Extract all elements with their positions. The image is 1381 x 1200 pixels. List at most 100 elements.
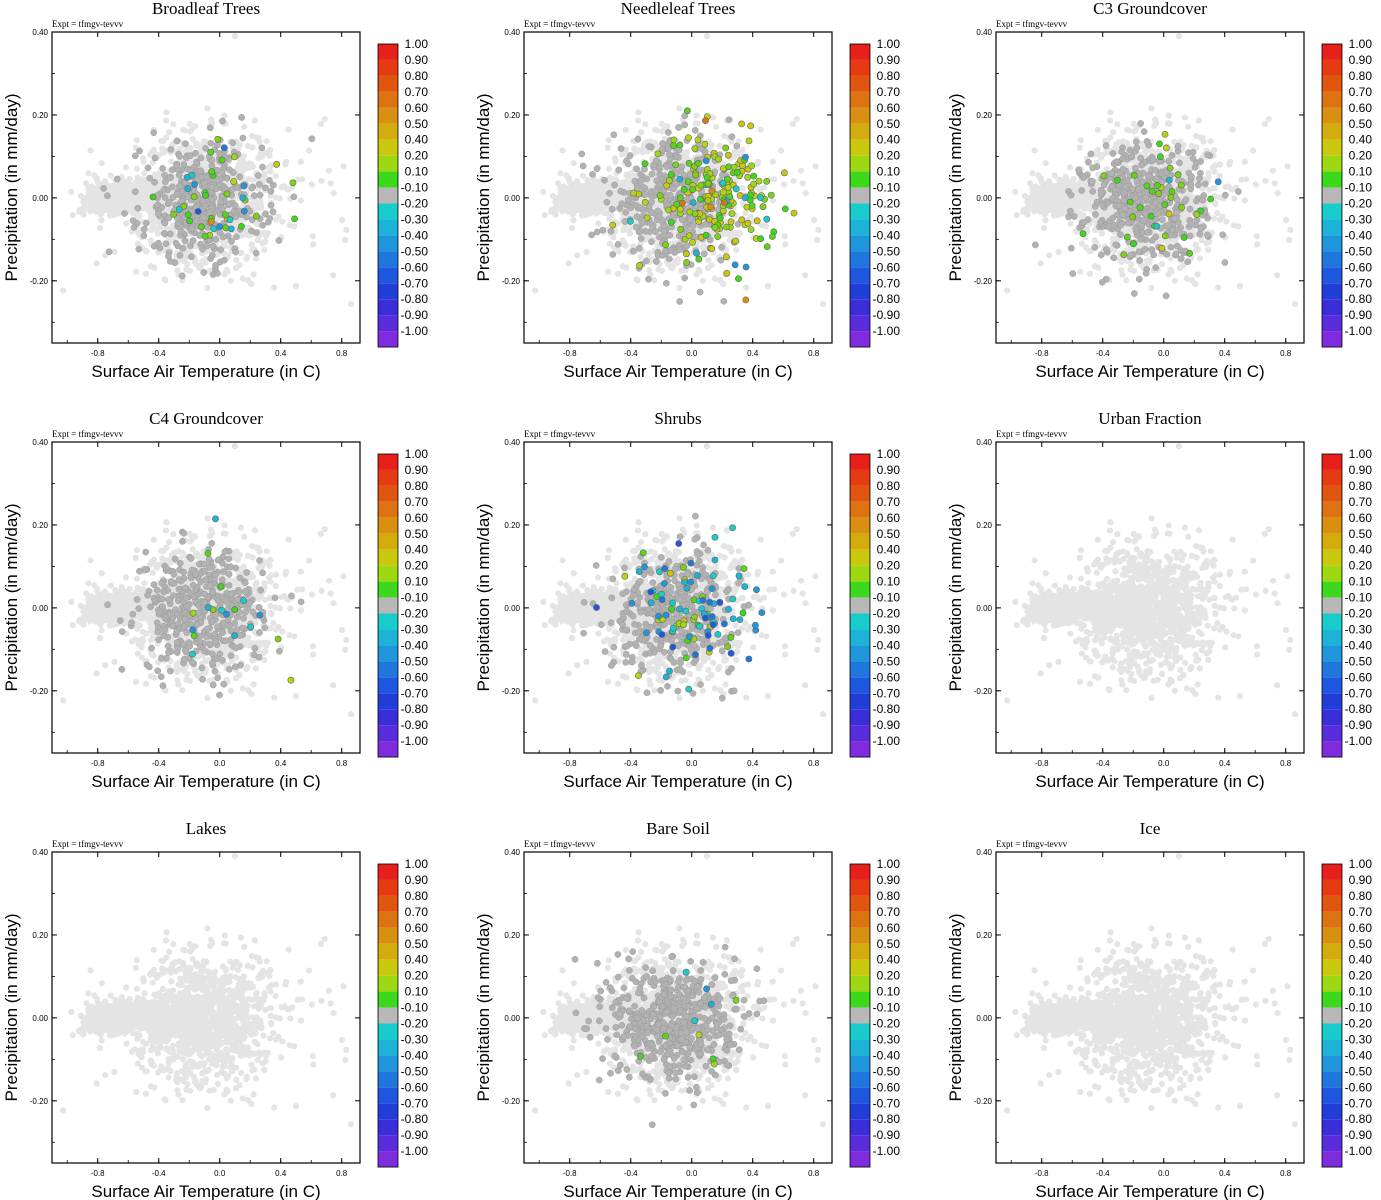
neutral-point xyxy=(675,124,682,131)
neutral-point xyxy=(633,213,641,220)
neutral-point xyxy=(259,221,267,229)
background-point xyxy=(263,138,270,145)
panel-title: Needleleaf Trees xyxy=(621,0,736,18)
neutral-point xyxy=(203,242,211,250)
neutral-point xyxy=(232,213,240,221)
colored-point xyxy=(149,193,157,201)
background-point xyxy=(272,173,279,180)
neutral-point xyxy=(209,242,217,250)
neutral-point xyxy=(228,186,236,193)
background-point xyxy=(548,206,556,213)
neutral-point xyxy=(161,219,169,227)
background-point xyxy=(604,144,611,151)
neutral-point xyxy=(228,237,235,245)
background-point xyxy=(134,240,141,247)
neutral-point xyxy=(626,152,634,160)
neutral-point xyxy=(160,186,168,194)
background-point xyxy=(605,165,612,172)
background-point xyxy=(814,236,821,243)
background-point xyxy=(93,260,100,267)
background-point xyxy=(604,210,612,217)
x-tick-label: 0.4 xyxy=(275,349,287,358)
background-point xyxy=(133,165,140,172)
colorbar-label: -0.30 xyxy=(401,212,429,226)
neutral-point xyxy=(113,175,121,183)
background-point xyxy=(245,175,252,183)
colored-point xyxy=(208,168,215,176)
colorbar-label: 0.40 xyxy=(405,133,429,147)
background-point xyxy=(85,170,92,177)
neutral-point xyxy=(129,217,137,224)
neutral-point xyxy=(662,247,669,255)
neutral-point xyxy=(169,194,177,201)
background-point xyxy=(133,268,140,275)
x-tick-label: 0.8 xyxy=(336,349,348,358)
neutral-point xyxy=(250,192,258,199)
neutral-point xyxy=(593,165,601,173)
neutral-point xyxy=(208,251,216,259)
background-point xyxy=(556,194,564,201)
neutral-point xyxy=(652,157,660,165)
background-point xyxy=(69,212,76,219)
neutral-point xyxy=(165,252,172,260)
background-point xyxy=(158,137,165,144)
neutral-point xyxy=(720,297,728,305)
neutral-point xyxy=(653,177,661,185)
background-point xyxy=(585,194,592,201)
background-point xyxy=(555,180,562,187)
neutral-point xyxy=(637,235,645,242)
neutral-point xyxy=(641,191,649,198)
background-point xyxy=(291,223,298,230)
colored-point xyxy=(184,211,192,218)
background-point xyxy=(781,233,788,240)
background-point xyxy=(589,178,596,185)
neutral-point xyxy=(683,242,691,250)
neutral-point xyxy=(202,144,209,152)
background-point xyxy=(578,184,585,191)
background-point xyxy=(699,244,706,251)
neutral-point xyxy=(178,272,186,280)
background-point xyxy=(183,266,190,273)
neutral-point xyxy=(665,129,672,136)
background-point xyxy=(579,172,586,179)
background-point xyxy=(540,188,547,195)
background-point xyxy=(716,142,723,149)
background-point xyxy=(83,180,90,187)
background-point xyxy=(299,176,306,183)
background-point xyxy=(310,241,317,248)
neutral-point xyxy=(652,228,659,235)
neutral-point xyxy=(160,229,168,237)
neutral-point xyxy=(155,239,162,247)
background-point xyxy=(578,212,586,219)
neutral-point xyxy=(105,248,113,256)
background-point xyxy=(557,185,564,192)
neutral-point xyxy=(207,139,215,147)
background-point xyxy=(255,134,262,141)
colored-point xyxy=(198,223,205,231)
neutral-point xyxy=(634,135,642,143)
background-point xyxy=(802,272,809,279)
background-point xyxy=(330,190,337,197)
background-point xyxy=(634,117,642,124)
background-point xyxy=(557,170,564,177)
background-point xyxy=(705,256,712,263)
background-point xyxy=(635,109,642,116)
neutral-point xyxy=(631,177,639,185)
background-point xyxy=(622,242,629,249)
neutral-point xyxy=(718,243,725,251)
colorbar-label: -0.10 xyxy=(401,181,429,195)
neutral-point xyxy=(655,212,663,220)
colored-point xyxy=(207,218,215,225)
neutral-point xyxy=(661,222,669,230)
x-axis-label: Surface Air Temperature (in C) xyxy=(91,362,320,381)
background-point xyxy=(100,202,108,209)
background-point xyxy=(340,163,347,170)
background-point xyxy=(252,255,260,262)
background-point xyxy=(151,264,158,271)
background-point xyxy=(595,206,602,214)
colored-point xyxy=(184,185,192,193)
background-point xyxy=(201,163,208,171)
neutral-point xyxy=(238,114,246,121)
neutral-point xyxy=(259,163,266,171)
